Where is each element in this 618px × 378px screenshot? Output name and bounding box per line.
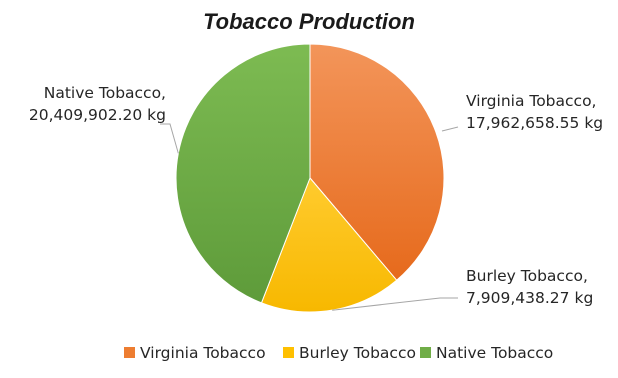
data-label-native-tobacco: Native Tobacco, 20,409,902.20 kg	[29, 84, 166, 124]
data-label-name: Native Tobacco,	[44, 84, 166, 102]
data-label-value: 17,962,658.55 kg	[466, 114, 603, 132]
chart-title: Tobacco Production	[203, 9, 415, 34]
legend-item-virginia-tobacco: Virginia Tobacco	[124, 344, 266, 362]
pie-slice-native-tobacco	[175, 43, 311, 304]
pie-slices	[175, 43, 445, 313]
pie-slice-burley-tobacco	[260, 177, 398, 313]
leader-lines	[160, 123, 459, 311]
data-labels: Virginia Tobacco, 17,962,658.55 kg Burley …	[29, 84, 603, 307]
legend-swatch-burley-tobacco	[283, 347, 294, 358]
data-label-value: 20,409,902.20 kg	[29, 106, 166, 124]
legend: Virginia Tobacco Burley Tobacco Native Tob…	[124, 344, 553, 362]
legend-swatch-virginia-tobacco	[124, 347, 135, 358]
legend-item-burley-tobacco: Burley Tobacco	[283, 344, 416, 362]
data-label-burley-tobacco: Burley Tobacco, 7,909,438.27 kg	[466, 267, 593, 307]
data-label-name: Burley Tobacco,	[466, 267, 588, 285]
leader-line-virginia-tobacco	[441, 126, 459, 132]
legend-label-burley-tobacco: Burley Tobacco	[299, 344, 416, 362]
legend-label-native-tobacco: Native Tobacco	[436, 344, 553, 362]
data-label-virginia-tobacco: Virginia Tobacco, 17,962,658.55 kg	[466, 92, 603, 132]
data-label-value: 7,909,438.27 kg	[466, 289, 593, 307]
pie-slice-virginia-tobacco	[309, 43, 445, 281]
leader-line-burley-tobacco	[332, 297, 458, 311]
legend-swatch-native-tobacco	[420, 347, 431, 358]
legend-item-native-tobacco: Native Tobacco	[420, 344, 553, 362]
legend-label-virginia-tobacco: Virginia Tobacco	[140, 344, 266, 362]
data-label-name: Virginia Tobacco,	[466, 92, 596, 110]
leader-line-native-tobacco	[160, 123, 179, 154]
